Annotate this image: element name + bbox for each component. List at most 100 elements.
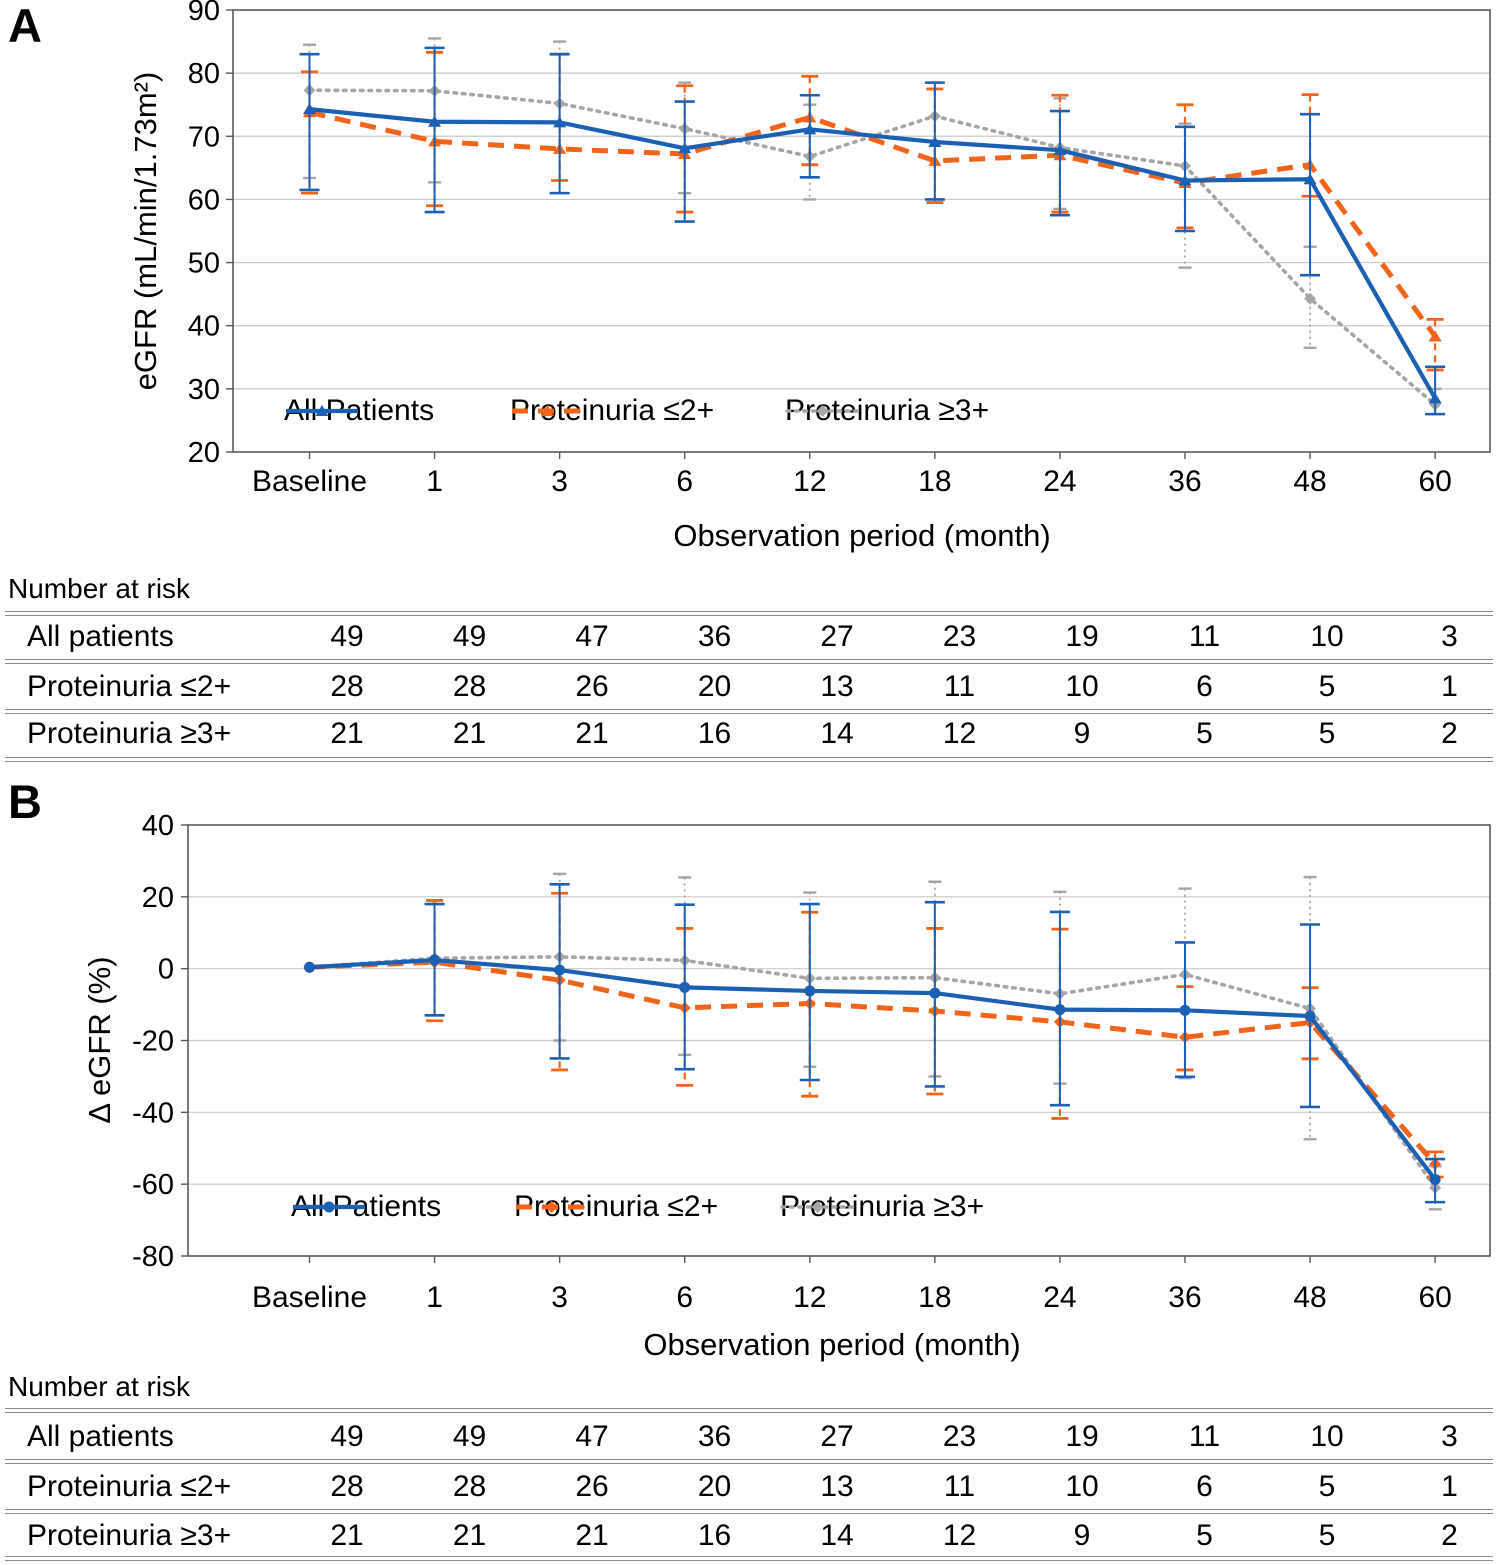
table-rule — [5, 1459, 1493, 1464]
risk-count-cell: 23 — [942, 1420, 977, 1453]
series-markers-proteinuria_le2 — [303, 956, 1442, 1171]
x-tick-label: 1 — [426, 465, 443, 498]
risk-count-cell: 49 — [330, 620, 364, 653]
x-axis-title: Observation period (month) — [643, 1327, 1020, 1362]
data-point-marker — [1303, 173, 1317, 185]
risk-count-cell: 2 — [1441, 1519, 1458, 1552]
y-tick-label: 90 — [188, 0, 220, 27]
table-rule — [5, 757, 1493, 762]
legend-item-proteinuria_ge3: Proteinuria ≥3+ — [785, 392, 989, 430]
y-tick-label: 0 — [158, 954, 174, 986]
x-tick-label: 3 — [551, 1281, 568, 1314]
data-point-marker — [929, 987, 941, 999]
series-line-proteinuria_le2 — [309, 959, 1438, 1166]
table-rule — [5, 1408, 1493, 1413]
legend-item-proteinuria_le2: Proteinuria ≤2+ — [510, 392, 714, 430]
risk-count-cell: 21 — [330, 717, 364, 750]
risk-count-cell: 21 — [452, 717, 487, 750]
panel-a-chart: 90 80 70 60 50 40 30 20 Baseline 1 3 6 12 18 24 36 48 60 O… — [0, 0, 1500, 565]
risk-table-title: Number at risk — [8, 1371, 191, 1402]
y-tick-label: 50 — [188, 248, 220, 280]
data-point-marker — [428, 115, 442, 127]
risk-count-cell: 16 — [697, 1519, 732, 1552]
risk-count-cell: 5 — [1318, 1519, 1336, 1552]
legend-sample-marker — [816, 405, 829, 417]
y-tick-label: 60 — [188, 184, 220, 216]
risk-count-cell: 20 — [697, 1470, 732, 1503]
x-tick-label: 18 — [918, 465, 951, 498]
risk-count-cell: 21 — [575, 1519, 609, 1552]
series-line-proteinuria_le2 — [308, 109, 1438, 338]
legend-item-proteinuria_le2: Proteinuria ≤2+ — [514, 1188, 718, 1226]
panel-b-letter: B — [8, 775, 42, 828]
error-bars-all_patients — [299, 46, 1446, 416]
risk-count-cell: 49 — [452, 1420, 487, 1453]
data-point-marker — [553, 116, 567, 128]
y-tick-label: 40 — [142, 810, 174, 842]
legend-sample — [516, 1201, 587, 1213]
row-label: Proteinuria ≥3+ — [27, 1519, 232, 1552]
risk-count-cell: 9 — [1073, 717, 1091, 750]
data-point-marker — [1429, 1173, 1441, 1185]
risk-count-cell: 26 — [575, 670, 609, 703]
table-row: Proteinuria ≤2+ 28 28 26 20 13 11 10 6 5 1 — [0, 1470, 1500, 1504]
risk-count-cell: 11 — [1188, 1420, 1221, 1453]
series-line-proteinuria_ge3 — [307, 955, 1437, 1190]
risk-count-cell: 26 — [575, 1470, 609, 1503]
data-point-marker — [804, 985, 816, 997]
risk-count-cell: 10 — [1065, 670, 1099, 703]
risk-count-cell: 16 — [697, 717, 732, 750]
y-tick-label: 70 — [188, 121, 220, 153]
risk-count-cell: 49 — [452, 620, 487, 653]
y-axis-title: eGFR (mL/min/1.73m²) — [128, 72, 163, 391]
risk-count-cell: 13 — [820, 1470, 854, 1503]
table-row: Proteinuria ≤2+ 28 28 26 20 13 11 10 6 5 1 — [0, 670, 1500, 704]
x-tick-label: 24 — [1043, 465, 1076, 498]
row-label: All patients — [27, 620, 174, 653]
x-tick-label: 12 — [793, 1281, 826, 1314]
risk-count-cell: 28 — [452, 1470, 487, 1503]
risk-count-cell: 6 — [1196, 1470, 1213, 1503]
legend-sample-marker — [811, 1201, 824, 1213]
table-row: Proteinuria ≥3+ 21 21 21 16 14 12 9 5 5 2 — [0, 1519, 1500, 1553]
y-tick-label: 20 — [188, 437, 220, 469]
legend-item-all_patients: All Patients — [284, 392, 434, 430]
risk-count-cell: 10 — [1065, 1470, 1099, 1503]
data-point-marker — [1054, 1004, 1066, 1016]
x-tick-label: 48 — [1293, 1281, 1326, 1314]
table-row: All patients 49 49 47 36 27 23 19 11 10 3 — [0, 620, 1500, 654]
data-point-marker — [1178, 174, 1192, 186]
x-tick-label: Baseline — [252, 465, 367, 498]
risk-count-cell: 20 — [697, 670, 732, 703]
legend-sample — [780, 1201, 855, 1213]
risk-count-cell: 2 — [1441, 717, 1458, 750]
table-rule — [5, 709, 1493, 714]
x-tick-label: 6 — [676, 1281, 693, 1314]
risk-count-cell: 11 — [943, 1470, 976, 1503]
x-tick-label: 36 — [1168, 465, 1201, 498]
data-point-marker — [1304, 1010, 1316, 1022]
x-tick-label: 60 — [1418, 1281, 1451, 1314]
risk-count-cell: 11 — [1188, 620, 1221, 653]
data-point-marker — [303, 103, 316, 115]
series-markers-proteinuria_ge3 — [303, 950, 1442, 1194]
series-markers-all_patients — [303, 103, 1442, 404]
y-tick-label: 20 — [142, 882, 174, 914]
table-rule — [5, 659, 1493, 664]
risk-count-cell: 12 — [942, 1519, 977, 1552]
risk-count-cell: 5 — [1318, 1470, 1336, 1503]
row-label: Proteinuria ≥3+ — [27, 717, 232, 750]
error-bars-all_patients — [424, 882, 1446, 1204]
y-tick-label: 80 — [188, 58, 220, 90]
gridlines — [188, 896, 1490, 1185]
gridlines — [233, 72, 1490, 390]
x-tick-label: 3 — [551, 465, 568, 498]
row-label: Proteinuria ≤2+ — [27, 670, 232, 703]
data-point-marker — [304, 961, 315, 973]
x-tick-label: 1 — [426, 1281, 443, 1314]
series-line-all_patients — [309, 957, 1437, 1181]
risk-count-cell: 3 — [1441, 1420, 1458, 1453]
panel-a-letter: A — [8, 0, 42, 52]
risk-count-cell: 10 — [1310, 1420, 1344, 1453]
table-rule — [5, 611, 1493, 616]
